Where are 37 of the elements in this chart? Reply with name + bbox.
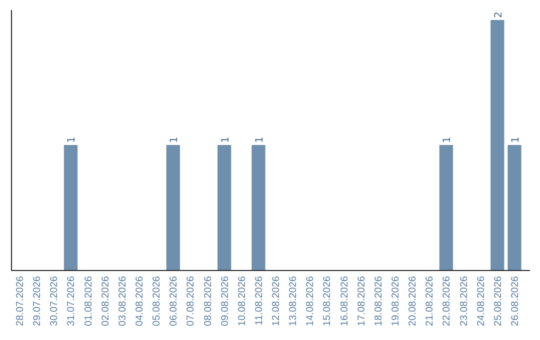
x-tick-label: 20.08.2026 [408,276,419,326]
x-tick-label: 25.08.2026 [492,276,504,326]
x-tick-label: 12.08.2026 [271,276,282,326]
data-label: 1 [254,136,266,143]
x-tick-label: 01.08.2026 [83,276,94,326]
x-tick-label: 19.08.2026 [390,276,402,326]
data-label: 1 [442,136,454,143]
x-tick-label: 05.08.2026 [152,276,163,326]
x-tick-label: 11.08.2026 [254,276,265,326]
x-tick-label: 13.08.2026 [288,276,300,326]
x-tick-label: 10.08.2026 [236,276,248,326]
x-tick-label: 28.07.2026 [15,276,26,326]
data-label: 1 [220,136,232,143]
x-tick-label: 03.08.2026 [117,276,128,326]
x-tick-label: 17.08.2026 [356,276,368,326]
x-tick-label: 23.08.2026 [458,276,470,326]
data-label: 1 [169,136,180,143]
x-tick-label: 18.08.2026 [373,276,384,326]
x-tick-label: 02.08.2026 [100,276,112,326]
data-label: 1 [66,136,78,143]
x-tick-label: 09.08.2026 [220,276,231,326]
x-tick-label: 06.08.2026 [168,276,180,326]
x-tick-label: 16.08.2026 [339,276,350,326]
x-tick-label: 24.08.2026 [476,276,487,326]
x-tick-label: 29.07.2026 [32,276,44,326]
data-label: 2 [493,12,504,18]
x-tick-label: 04.08.2026 [134,276,146,326]
data-label: 1 [510,136,522,143]
x-tick-label: 31.07.2026 [66,276,78,326]
x-tick-label: 07.08.2026 [186,276,197,326]
x-tick-label: 14.08.2026 [305,276,316,326]
x-tick-label: 22.08.2026 [442,276,453,326]
x-tick-label: 30.07.2026 [49,276,60,326]
x-tick-label: 21.08.2026 [424,276,436,326]
x-tick-label: 15.08.2026 [322,276,334,326]
x-tick-label: 26.08.2026 [510,276,521,326]
x-tick-label: 08.08.2026 [202,276,214,326]
